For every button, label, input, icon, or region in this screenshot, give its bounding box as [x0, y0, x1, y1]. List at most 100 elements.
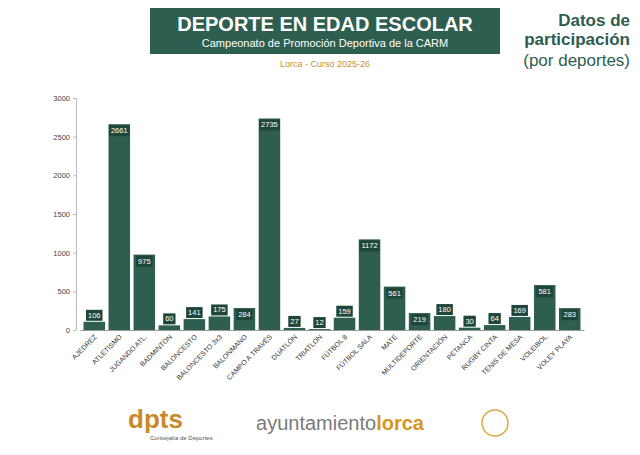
- data-label-patch: [288, 316, 300, 327]
- bar: [184, 319, 206, 330]
- edition: Lorca - Curso 2025-26: [280, 59, 370, 69]
- chart-canvas: DEPORTE EN EDAD ESCOLARCampeonato de Pro…: [0, 0, 640, 455]
- bar: [334, 318, 356, 330]
- data-label-patch: [186, 307, 203, 318]
- data-label-patch: [386, 288, 403, 299]
- y-axis-line: [76, 99, 77, 331]
- y-tick-mark: [73, 291, 76, 292]
- bar: [109, 124, 131, 330]
- footer-logo-caption: Concejalía de Deportes: [150, 435, 213, 441]
- data-label: 219: [413, 315, 426, 324]
- data-label: 180: [438, 305, 451, 314]
- x-axis-line: [81, 330, 585, 331]
- bar: [84, 322, 106, 330]
- bar: [509, 317, 531, 330]
- data-label: 2735: [261, 120, 278, 129]
- footer-logo: dpts: [128, 404, 183, 434]
- bar: [309, 329, 331, 330]
- bar: [159, 325, 181, 330]
- data-label-patch: [313, 317, 325, 328]
- x-axis: AJEDREZATLETISMOJUGANDO ATL.BADMINTONBAL…: [71, 331, 585, 382]
- bar: [359, 239, 381, 330]
- x-tick: TENIS DE MESA: [480, 333, 523, 376]
- y-tick-label: 1500: [53, 210, 70, 219]
- data-label-patch: [86, 310, 103, 321]
- bar: [259, 118, 281, 330]
- bar: [409, 313, 431, 330]
- y-tick-mark: [73, 98, 76, 99]
- data-label-patch: [511, 305, 528, 316]
- bar: [484, 325, 506, 330]
- y-tick: 500: [57, 287, 76, 296]
- data-label: 60: [165, 314, 173, 323]
- data-label-patch: [359, 240, 379, 251]
- y-tick-mark: [73, 253, 76, 254]
- y-tick-mark: [73, 214, 76, 215]
- y-tick: 1500: [53, 210, 76, 219]
- y-axis: 0 500 1000 1500 2000 2500 3000: [53, 94, 76, 335]
- x-tick-label: MATE: [380, 333, 399, 352]
- side-heading-line: Datos de: [558, 11, 630, 30]
- bar: [234, 308, 256, 330]
- footer-brand-place: lorca: [376, 412, 425, 434]
- x-tick-label: FÚTBOL SALA: [334, 332, 373, 371]
- x-tick: ORIENTACIÓN: [409, 332, 449, 372]
- y-tick: 0: [66, 326, 76, 335]
- bar: [534, 285, 556, 330]
- y-tick-label: 0: [66, 326, 70, 335]
- data-label-patch: [236, 309, 253, 320]
- data-label: 64: [490, 314, 498, 323]
- data-label: 561: [388, 289, 401, 298]
- data-label-patch: [136, 256, 153, 267]
- data-label-patch: [536, 286, 553, 297]
- data-label: 175: [213, 305, 226, 314]
- y-tick: 3000: [53, 94, 76, 103]
- data-label: 30: [465, 317, 473, 326]
- x-tick: BALONCESTO 3x3: [175, 333, 223, 381]
- title: DEPORTE EN EDAD ESCOLAR: [177, 13, 473, 35]
- bar: [134, 255, 156, 330]
- side-heading: Datos departicipación: [524, 11, 630, 49]
- y-tick-label: 2500: [53, 133, 70, 142]
- x-tick: MATE: [380, 333, 399, 352]
- data-label: 169: [513, 306, 526, 315]
- data-label: 2661: [111, 126, 128, 135]
- x-tick-label: BALONCESTO 3x3: [175, 333, 223, 381]
- x-tick: MULTIDEPORTE: [380, 333, 424, 377]
- footer-brand-name: ayuntamiento: [256, 412, 376, 434]
- side-heading-line: participación: [524, 30, 630, 49]
- y-tick-label: 1000: [53, 249, 70, 258]
- title-banner: [150, 8, 500, 54]
- footer-brand: ayuntamientolorca: [256, 412, 425, 434]
- data-label: 141: [188, 308, 201, 317]
- x-tick: TRIATLON: [294, 333, 323, 362]
- bar: [284, 328, 306, 330]
- data-label-patch: [463, 316, 475, 327]
- data-label: 283: [563, 310, 576, 319]
- data-label: 159: [338, 307, 351, 316]
- bar: [209, 316, 231, 330]
- data-label: 975: [138, 257, 151, 266]
- y-tick-mark: [73, 175, 76, 176]
- data-labels: 1062661975601411752842735271215911725612…: [86, 119, 578, 328]
- bar: [559, 308, 581, 330]
- y-tick-label: 2000: [53, 171, 70, 180]
- bars: [84, 118, 581, 330]
- x-tick: FÚTBOL SALA: [334, 332, 373, 371]
- y-tick: 1000: [53, 249, 76, 258]
- x-tick-label: MULTIDEPORTE: [380, 333, 424, 377]
- data-label: 27: [290, 317, 298, 326]
- data-label-patch: [336, 306, 353, 317]
- x-tick-label: ORIENTACIÓN: [409, 332, 449, 372]
- x-tick-label: TRIATLON: [294, 333, 323, 362]
- x-tick: VOLEY PLAYA: [536, 333, 574, 371]
- side-subheading: (por deportes): [523, 51, 630, 70]
- data-label: 106: [88, 311, 101, 320]
- data-label-patch: [488, 313, 500, 324]
- data-label-patch: [561, 309, 578, 320]
- bar: [434, 316, 456, 330]
- footer-emblem: [482, 410, 508, 436]
- bar: [384, 287, 406, 330]
- x-tick: CAMPO A TRAVÉS: [225, 332, 274, 381]
- x-tick-label: VOLEY PLAYA: [536, 333, 574, 371]
